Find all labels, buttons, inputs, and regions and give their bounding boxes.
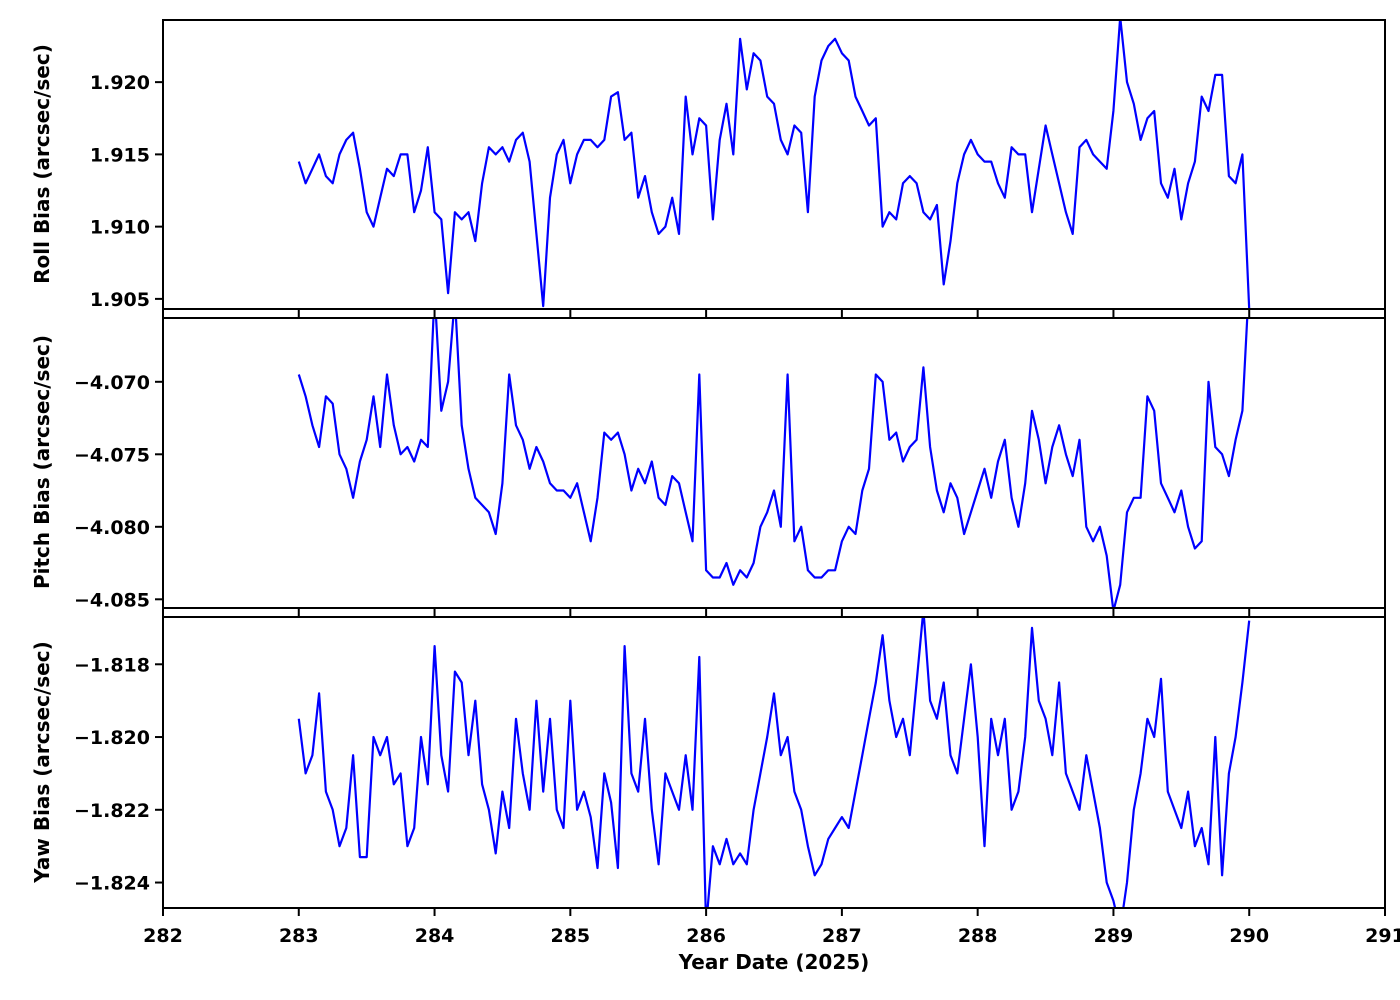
x-tick-label: 288 bbox=[958, 925, 998, 947]
yaw-bias-y-tick-label: −1.822 bbox=[74, 800, 150, 822]
roll-bias-y-tick-label: 1.920 bbox=[90, 72, 150, 94]
x-tick-label: 284 bbox=[415, 925, 455, 947]
yaw-bias-y-tick-label: −1.820 bbox=[74, 727, 150, 749]
pitch-bias-y-tick-label: −4.085 bbox=[74, 589, 150, 611]
pitch-bias-y-tick-label: −4.075 bbox=[74, 444, 150, 466]
roll-bias-y-tick-label: 1.915 bbox=[90, 144, 150, 166]
pitch-bias-line bbox=[297, 318, 1249, 608]
pitch-bias-y-tick-label: −4.080 bbox=[74, 517, 150, 539]
yaw-bias-axes-box bbox=[162, 616, 1386, 909]
pitch-bias-axes-box bbox=[162, 317, 1386, 609]
x-tick-label: 287 bbox=[822, 925, 862, 947]
roll-bias-line bbox=[297, 20, 1251, 309]
x-tick-label: 282 bbox=[143, 925, 183, 947]
pitch-bias-y-tick-label: −4.070 bbox=[74, 372, 150, 394]
roll-bias-y-tick-label: 1.910 bbox=[90, 217, 150, 239]
yaw-bias-ylabel: Yaw Bias (arcsec/sec) bbox=[30, 641, 54, 883]
x-tick-label: 289 bbox=[1094, 925, 1134, 947]
yaw-bias-line bbox=[297, 617, 1251, 908]
x-tick-label: 286 bbox=[686, 925, 726, 947]
roll-bias-axes-box bbox=[162, 19, 1386, 310]
yaw-bias-y-tick-label: −1.818 bbox=[74, 654, 150, 676]
x-axis-label: Year Date (2025) bbox=[678, 950, 870, 974]
roll-bias-y-tick-label: 1.905 bbox=[90, 289, 150, 311]
x-tick-label: 291 bbox=[1365, 925, 1400, 947]
x-tick-label: 285 bbox=[550, 925, 590, 947]
x-tick-label: 283 bbox=[279, 925, 319, 947]
x-tick-label: 290 bbox=[1229, 925, 1269, 947]
yaw-bias-y-tick-label: −1.824 bbox=[74, 873, 150, 895]
